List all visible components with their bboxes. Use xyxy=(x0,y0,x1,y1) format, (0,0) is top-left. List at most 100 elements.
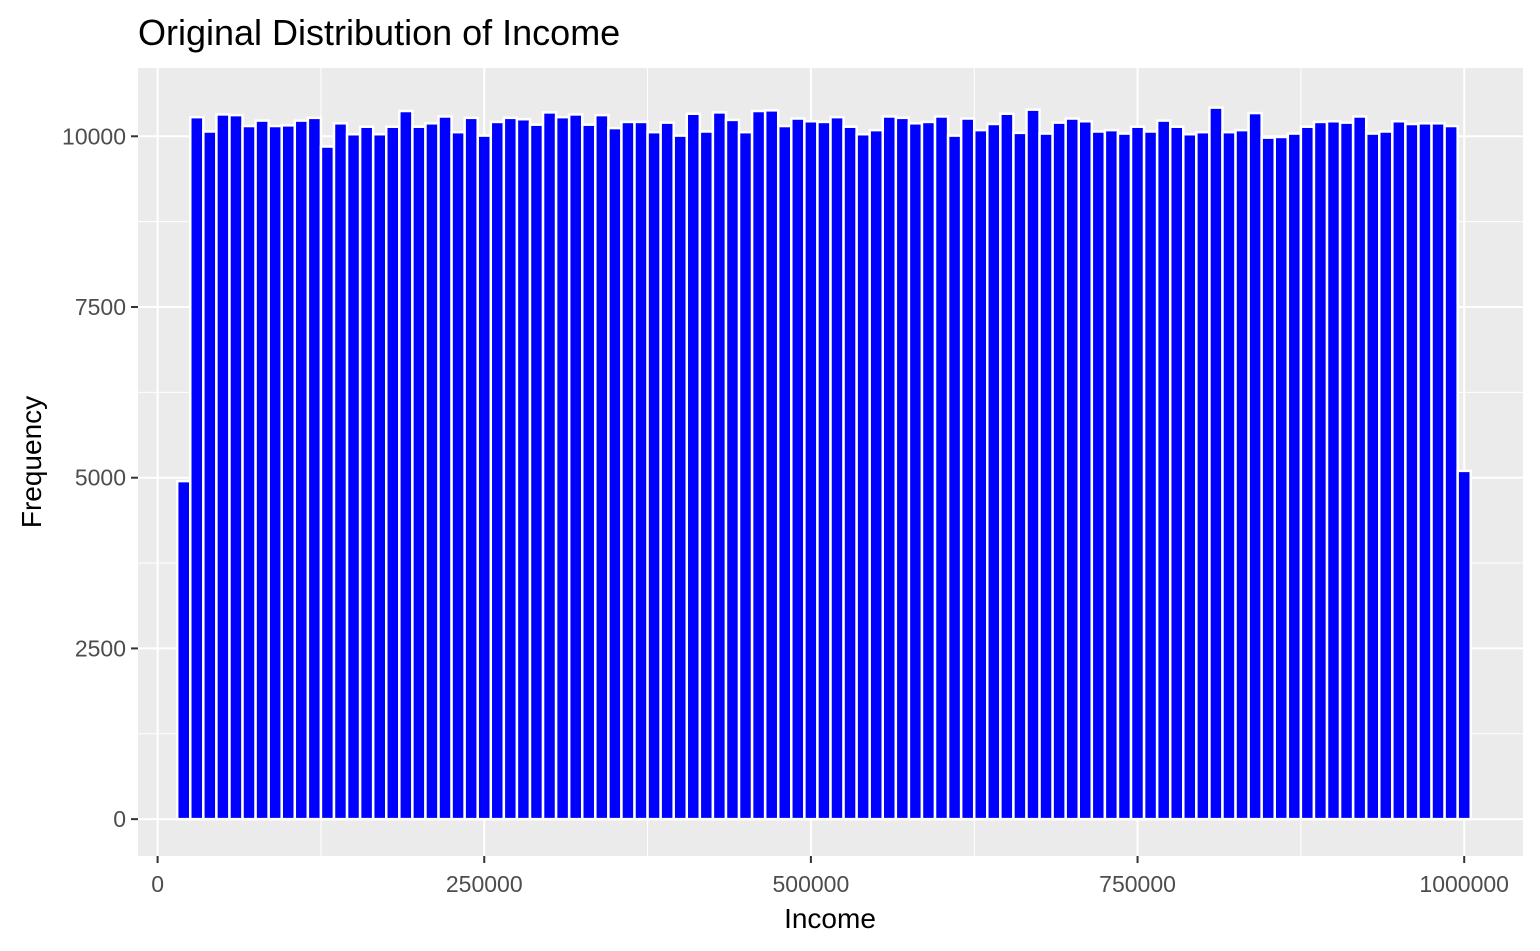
histogram-bar xyxy=(554,115,571,821)
histogram-bar xyxy=(1090,130,1107,821)
y-tick-label: 2500 xyxy=(75,635,126,661)
histogram-bar xyxy=(580,123,597,821)
histogram-bar xyxy=(1338,121,1355,821)
histogram-bar xyxy=(450,130,466,821)
histogram-bar xyxy=(215,113,231,821)
histogram-bar xyxy=(1430,122,1446,821)
histogram-bar xyxy=(267,124,283,821)
histogram-bar xyxy=(332,122,349,821)
histogram-bar xyxy=(1221,130,1237,821)
histogram-bar xyxy=(358,125,375,821)
x-tick-label: 250000 xyxy=(446,871,523,897)
histogram-bar xyxy=(1299,125,1316,821)
x-tick-label: 0 xyxy=(151,871,164,897)
histogram-bar xyxy=(646,130,662,821)
histogram-bar xyxy=(463,116,479,821)
histogram-bar xyxy=(1142,130,1159,821)
histogram-bar xyxy=(790,117,806,821)
histogram-bar xyxy=(763,109,780,821)
histogram-bar xyxy=(1247,111,1263,821)
x-tick-label: 1000000 xyxy=(1419,871,1509,897)
histogram-bar xyxy=(999,112,1015,821)
x-axis: 0 250000 500000 750000 1000000 xyxy=(151,856,1509,897)
y-tick-label: 5000 xyxy=(75,465,126,491)
histogram-bar xyxy=(1456,469,1472,821)
histogram-bar xyxy=(1443,124,1459,821)
histogram-bar xyxy=(1195,130,1211,821)
histogram-bar xyxy=(1116,132,1133,821)
histogram-bar xyxy=(1325,120,1342,821)
histogram-bar xyxy=(816,120,832,821)
histogram-bar xyxy=(894,116,911,821)
histogram-bar xyxy=(1404,122,1420,821)
histogram-bar xyxy=(345,132,362,821)
histogram-bar xyxy=(1391,120,1407,821)
histogram-bar xyxy=(724,118,741,821)
histogram-bar xyxy=(698,130,715,821)
histogram-bar xyxy=(280,124,297,821)
histogram-bar xyxy=(1155,119,1172,821)
x-tick-label: 500000 xyxy=(773,871,850,897)
histogram-bar xyxy=(959,117,976,821)
histogram-bar xyxy=(842,125,858,821)
histogram-bar xyxy=(855,132,871,821)
histogram-bar xyxy=(241,124,257,821)
histogram-bar xyxy=(881,115,898,821)
histogram-bar xyxy=(868,128,885,821)
histogram-bar xyxy=(633,120,649,821)
bars-group xyxy=(175,106,1472,821)
y-axis: 0 2500 5000 7500 10000 xyxy=(62,123,138,832)
x-axis-title: Income xyxy=(784,903,876,934)
histogram-bar xyxy=(946,134,963,821)
histogram-bar xyxy=(528,123,545,821)
histogram-bar xyxy=(659,121,675,821)
histogram-bar xyxy=(1064,117,1081,821)
histogram-bar xyxy=(319,145,336,821)
histogram-bar xyxy=(1103,128,1120,821)
histogram-bar xyxy=(620,120,636,821)
histogram-bar xyxy=(424,122,440,821)
histogram-bar xyxy=(1012,131,1028,821)
histogram-bar xyxy=(907,122,924,821)
histogram-bar xyxy=(502,116,519,821)
histogram-bar xyxy=(1312,120,1329,821)
histogram-bar xyxy=(1417,122,1433,821)
histogram-bar xyxy=(672,134,689,821)
histogram-bar xyxy=(737,130,754,821)
histogram-bar xyxy=(1038,132,1054,821)
y-tick-label: 10000 xyxy=(62,123,126,149)
histogram-bar xyxy=(1182,132,1198,821)
histogram-bar xyxy=(1351,115,1368,821)
histogram-bar xyxy=(371,132,388,821)
histogram-bar xyxy=(541,111,558,821)
histogram-bar xyxy=(1286,132,1303,821)
histogram-bar xyxy=(202,130,218,821)
y-tick-label: 7500 xyxy=(75,294,126,320)
histogram-bar xyxy=(1234,128,1250,821)
histogram-bar xyxy=(829,115,845,821)
histogram-bar xyxy=(411,125,427,821)
histogram-bar xyxy=(986,122,1002,821)
x-tick-label: 750000 xyxy=(1099,871,1176,897)
histogram-bar xyxy=(972,128,989,821)
histogram-bar xyxy=(189,115,205,821)
histogram-bar xyxy=(920,120,937,821)
y-tick-label: 0 xyxy=(113,806,126,832)
histogram-bar xyxy=(1378,130,1394,821)
histogram-bar xyxy=(594,113,610,821)
histogram-bar xyxy=(398,109,414,821)
histogram-bar xyxy=(489,120,506,821)
histogram-bar xyxy=(228,113,244,821)
chart-title: Original Distribution of Income xyxy=(138,12,621,53)
histogram-bar xyxy=(776,124,793,821)
histogram-bar xyxy=(1208,106,1224,821)
histogram-bar xyxy=(685,112,702,821)
histogram-bar xyxy=(1025,108,1041,821)
histogram-bar xyxy=(385,125,401,821)
histogram-bar xyxy=(293,119,310,821)
histogram-bar xyxy=(933,115,950,821)
histogram-bar xyxy=(1273,135,1290,821)
histogram-bar xyxy=(607,126,623,821)
histogram-bar xyxy=(175,479,192,821)
